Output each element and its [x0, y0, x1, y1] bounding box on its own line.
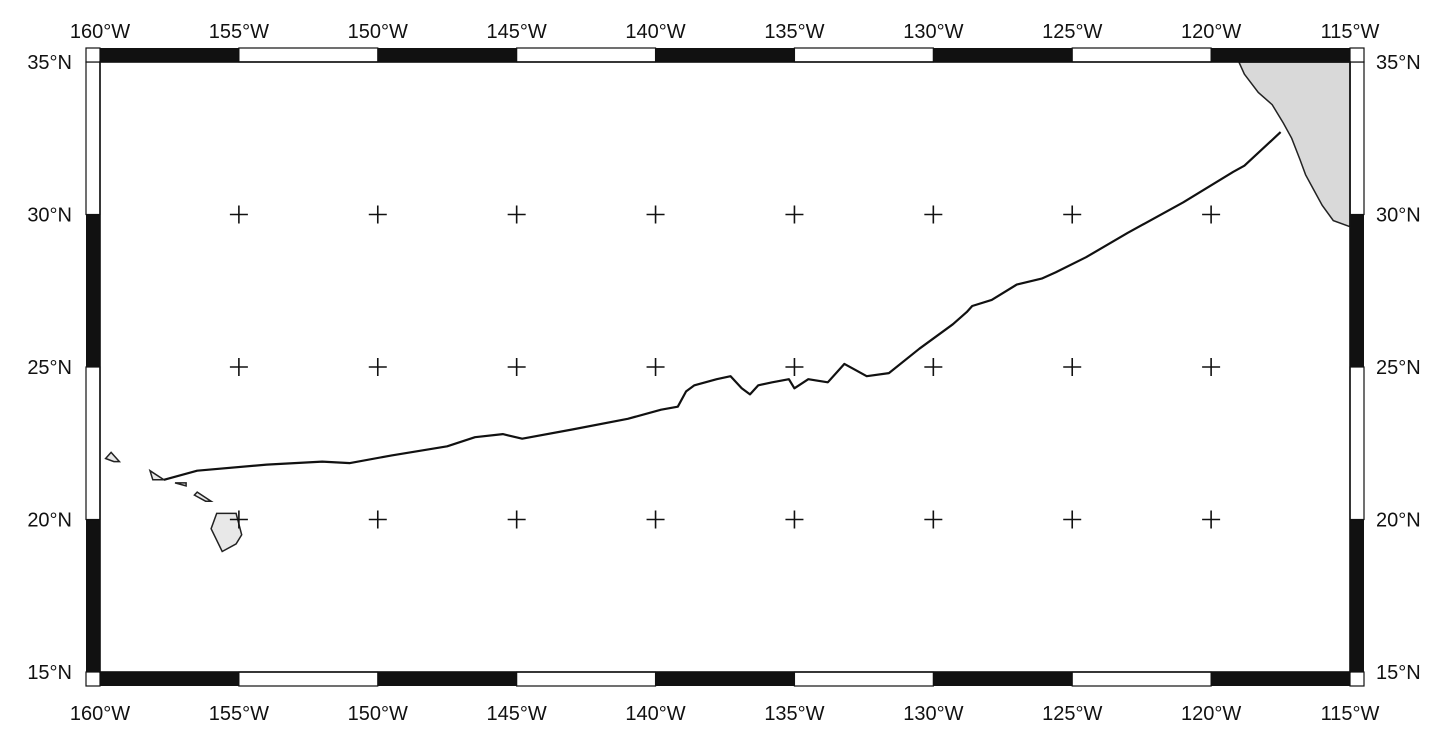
frame-bar-top: [1211, 48, 1350, 62]
lon-label-bottom: 155°W: [209, 703, 269, 725]
graticule-cross: [1063, 358, 1082, 376]
frame-bar-bottom: [100, 672, 239, 686]
graticule-cross: [507, 510, 526, 529]
lon-label-bottom: 135°W: [764, 703, 824, 725]
lat-label-right: 15°N: [1376, 662, 1421, 684]
graticule-cross: [785, 510, 804, 529]
frame-bar-bottom: [1071, 671, 1212, 687]
frame-bar-top: [238, 47, 379, 63]
california-baja-coast: [1237, 61, 1351, 228]
frame-bar-right: [1349, 366, 1365, 521]
ship-track-line: [163, 131, 1282, 481]
graticule-cross: [1202, 358, 1221, 376]
frame-bar-right: [1349, 61, 1365, 216]
lat-label-right: 25°N: [1376, 357, 1421, 379]
graticule-cross: [229, 510, 248, 529]
lon-label-top: 135°W: [764, 21, 824, 43]
frame-bar-right: [1350, 214, 1364, 367]
frame-bar-left: [85, 366, 101, 521]
frame-bar-left: [86, 519, 100, 672]
frame-bar-top: [516, 47, 657, 63]
graticule-cross: [924, 358, 943, 376]
lon-label-bottom: 160°W: [70, 703, 130, 725]
graticule-cross: [368, 358, 387, 376]
lon-label-bottom: 145°W: [487, 703, 547, 725]
lon-label-top: 115°W: [1321, 21, 1380, 43]
lon-label-bottom: 125°W: [1042, 703, 1102, 725]
graticule-cross: [646, 358, 665, 376]
lon-label-top: 150°W: [348, 21, 408, 43]
frame-bar-top: [1071, 47, 1212, 63]
hawaii-islands: [104, 451, 243, 553]
lat-label-left: 25°N: [27, 357, 72, 379]
island-shape: [148, 468, 167, 481]
lat-label-left: 35°N: [27, 52, 72, 74]
frame-bar-left: [86, 214, 100, 367]
frame-bar-bottom: [1211, 672, 1350, 686]
frame-bar-left: [85, 61, 101, 216]
island-shape: [193, 491, 214, 502]
frame-bar-top: [377, 48, 517, 62]
graticule-cross: [229, 358, 248, 376]
graticule-cross: [507, 205, 526, 224]
graticule-cross: [646, 510, 665, 529]
graticule-cross: [785, 358, 804, 376]
frame-bar-top: [933, 48, 1073, 62]
map-frame-bars: [85, 47, 1365, 687]
lon-label-top: 145°W: [487, 21, 547, 43]
lon-label-bottom: 130°W: [903, 703, 963, 725]
lon-label-top: 160°W: [70, 21, 130, 43]
frame-bar-bottom: [516, 671, 657, 687]
graticule-cross: [924, 205, 943, 224]
lat-label-right: 35°N: [1376, 52, 1421, 74]
island-shape: [210, 512, 243, 553]
lat-label-left: 30°N: [27, 205, 72, 227]
graticule-cross: [646, 205, 665, 224]
lon-label-bottom: 120°W: [1181, 703, 1241, 725]
frame-bar-top: [793, 47, 934, 63]
lon-label-top: 155°W: [209, 21, 269, 43]
graticule-cross: [1202, 205, 1221, 224]
frame-bar-bottom: [238, 671, 379, 687]
map-inner-border: [99, 61, 1351, 673]
graticule-cross: [785, 205, 804, 224]
lon-label-top: 130°W: [903, 21, 963, 43]
lat-label-right: 30°N: [1376, 205, 1421, 227]
frame-corner: [1349, 671, 1365, 687]
graticule-cross: [507, 358, 526, 376]
frame-corner: [85, 47, 101, 63]
lon-label-top: 140°W: [625, 21, 685, 43]
land-layer: [1237, 61, 1351, 228]
lon-label-bottom: 140°W: [625, 703, 685, 725]
graticule-cross: [1202, 510, 1221, 529]
axis-labels: 160°W 160°W 155°W 155°W 150°W 150°W 145°W 145°W…: [27, 21, 1420, 725]
frame-corner: [1349, 47, 1365, 63]
frame-bar-right: [1350, 519, 1364, 672]
lon-label-bottom: 150°W: [348, 703, 408, 725]
frame-bar-top: [655, 48, 795, 62]
island-shape: [104, 451, 122, 463]
graticule-cross: [229, 205, 248, 224]
island-shape: [174, 482, 187, 487]
graticule-cross: [1063, 510, 1082, 529]
frame-bar-bottom: [793, 671, 934, 687]
frame-bar-top: [100, 48, 239, 62]
lat-label-right: 20°N: [1376, 510, 1421, 532]
frame-bar-bottom: [655, 672, 795, 686]
frame-bar-bottom: [377, 672, 517, 686]
lat-label-left: 15°N: [27, 662, 72, 684]
lon-label-top: 120°W: [1181, 21, 1241, 43]
graticule-cross: [368, 510, 387, 529]
graticule-cross: [1063, 205, 1082, 224]
lon-label-top: 125°W: [1042, 21, 1102, 43]
frame-bar-bottom: [933, 672, 1073, 686]
graticule-crosses: [229, 205, 1221, 529]
graticule-cross: [368, 205, 387, 224]
frame-corner: [85, 671, 101, 687]
lat-label-left: 20°N: [27, 510, 72, 532]
graticule-cross: [924, 510, 943, 529]
lon-label-bottom: 115°W: [1321, 703, 1380, 725]
